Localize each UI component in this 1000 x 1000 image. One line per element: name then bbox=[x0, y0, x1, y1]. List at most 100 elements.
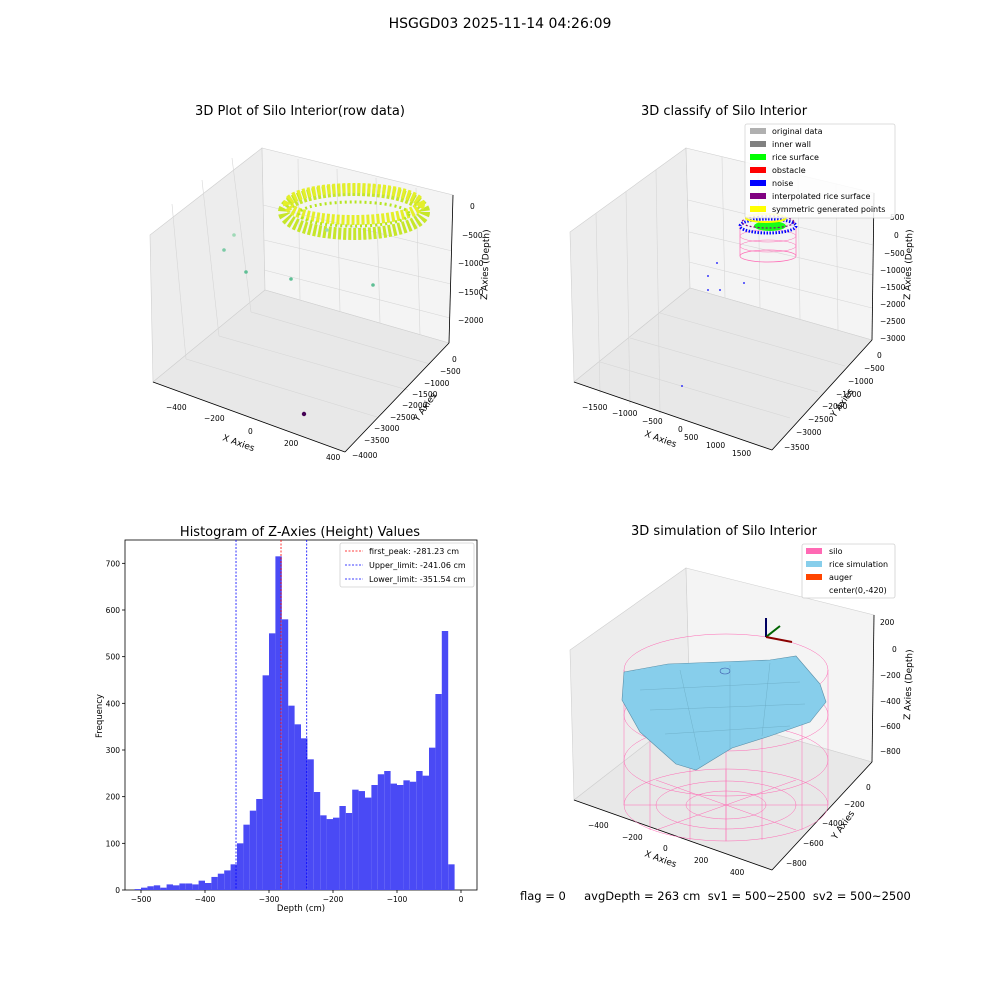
legend-swatch-original-data bbox=[750, 128, 766, 134]
legend-swatch-interpolated-rice-surface bbox=[750, 193, 766, 199]
histogram-bar bbox=[262, 675, 269, 890]
histogram-bar bbox=[237, 843, 244, 890]
plot1-ytick-1: −500 bbox=[440, 367, 461, 376]
histogram-xtick-label: −400 bbox=[195, 895, 216, 904]
plot4-auger-axes bbox=[765, 618, 793, 643]
histogram-bar bbox=[269, 633, 276, 890]
plot2-ytick-6: −3000 bbox=[796, 428, 822, 437]
histogram-xtick-label: −300 bbox=[259, 895, 280, 904]
histogram-xtick-label: −500 bbox=[131, 895, 152, 904]
plot1-xtick-3: 200 bbox=[284, 439, 299, 448]
plot2-x-ticks: −1500 −1000 −500 0 500 1000 1500 bbox=[582, 403, 751, 458]
plot1-xtick-2: 0 bbox=[248, 427, 253, 436]
plot2-xlabel: X Axies bbox=[643, 429, 678, 450]
histogram-xtick-label: 0 bbox=[459, 895, 464, 904]
plot1-z-ticks: 0 −500 −1000 −1500 −2000 bbox=[458, 202, 484, 325]
plot1-rice-points bbox=[278, 183, 430, 240]
legend-swatch-obstacle bbox=[750, 167, 766, 173]
histogram-ytick-label: 400 bbox=[106, 699, 121, 708]
plot4-title: 3D simulation of Silo Interior bbox=[631, 524, 817, 539]
histogram-ytick-label: 100 bbox=[106, 839, 121, 848]
plot2-ytick-2: −1000 bbox=[848, 377, 874, 386]
plot2-z-ticks: 500 0 −500 −1000 −1500 −2000 −2500 −3000 bbox=[880, 213, 906, 343]
plot4-zlabel: Z Axies (Depth) bbox=[903, 649, 915, 720]
plot2-ytick-5: −2500 bbox=[808, 415, 834, 424]
plot1-y-ticks: 0 −500 −1000 −1500 −2000 −2500 −3000 −35… bbox=[352, 355, 461, 460]
plot2-ytick-4: −2000 bbox=[822, 402, 848, 411]
legend-label-center: center(0,-420) bbox=[829, 586, 887, 595]
plot4-ztick-1: 0 bbox=[892, 645, 897, 654]
histogram-bar bbox=[147, 886, 154, 890]
plot1-x-ticks: −400 −200 0 200 400 bbox=[166, 403, 341, 462]
legend-swatch-rice-simulation bbox=[806, 561, 822, 567]
plot2-ytick-0: 0 bbox=[877, 351, 882, 360]
plot4-y-ticks: 0 −200 −400 −600 −800 bbox=[786, 783, 871, 868]
plot2-ztick-2: −500 bbox=[884, 249, 905, 258]
histogram-bar bbox=[390, 783, 397, 890]
histogram-ytick-label: 0 bbox=[115, 886, 120, 895]
histogram-xlabel: Depth (cm) bbox=[277, 904, 325, 914]
histogram-bar bbox=[441, 631, 449, 890]
plot4-x-ticks: −400 −200 0 200 400 bbox=[588, 821, 745, 877]
plot4-legend: silo rice simulation auger center(0,-420… bbox=[801, 543, 896, 599]
histogram-bar bbox=[365, 797, 372, 890]
plot2-legend: original data inner wall rice surface ob… bbox=[744, 123, 896, 219]
legend-swatch-rice-surface bbox=[750, 154, 766, 160]
plot4-xtick-0: −400 bbox=[588, 821, 609, 830]
plot4-z-ticks: 200 0 −200 −400 −600 −800 bbox=[880, 618, 901, 756]
plot2-ytick-7: −3500 bbox=[784, 443, 810, 452]
plot2-ztick-5: −2000 bbox=[880, 300, 906, 309]
histogram-bar bbox=[384, 771, 391, 890]
plot1-ztick-2: −1000 bbox=[458, 259, 484, 268]
histogram-bar bbox=[141, 887, 148, 890]
plot2-ztick-4: −1500 bbox=[880, 283, 906, 292]
plot1-ytick-4: −2000 bbox=[402, 401, 428, 410]
legend-label-interpolated-rice-surface: interpolated rice surface bbox=[772, 192, 870, 201]
histogram-bar bbox=[185, 883, 193, 890]
plot4-ytick-2: −400 bbox=[822, 819, 843, 828]
plot1-ytick-5: −2500 bbox=[390, 413, 416, 422]
histogram-bar bbox=[352, 789, 359, 890]
histogram-bar bbox=[313, 792, 321, 890]
plot2-xtick-4: 500 bbox=[684, 433, 699, 442]
legend-label-inner-wall: inner wall bbox=[772, 140, 811, 149]
histogram-x-ticks: −500 −400 −300 −200 −100 0 bbox=[131, 890, 464, 904]
histogram-bar bbox=[358, 791, 365, 890]
histogram-bar bbox=[281, 619, 289, 890]
legend-swatch-noise bbox=[750, 180, 766, 186]
plot1-ztick-4: −2000 bbox=[458, 316, 484, 325]
plot1-xtick-0: −400 bbox=[166, 403, 187, 412]
legend-label-upper-limit: Upper_limit: -241.06 cm bbox=[369, 561, 466, 570]
histogram-bar bbox=[448, 864, 455, 890]
plot4-ztick-3: −400 bbox=[880, 697, 901, 706]
histogram-ytick-label: 500 bbox=[106, 653, 121, 662]
histogram-bar bbox=[333, 817, 340, 890]
plot2-xtick-3: 0 bbox=[678, 425, 683, 434]
histogram-bars bbox=[134, 556, 455, 890]
legend-label-original-data: original data bbox=[772, 127, 823, 136]
plot1-ytick-0: 0 bbox=[452, 355, 457, 364]
histogram-bar bbox=[275, 556, 282, 890]
legend-swatch-silo bbox=[806, 548, 822, 554]
histogram-bar bbox=[409, 781, 417, 890]
plot4-xtick-1: −200 bbox=[622, 833, 643, 842]
histogram-bar bbox=[345, 813, 353, 890]
histogram-bar bbox=[198, 880, 205, 890]
plot2-y-ticks: 0 −500 −1000 −1500 −2000 −2500 −3000 −35… bbox=[784, 351, 885, 452]
plot1-ytick-8: −4000 bbox=[352, 451, 378, 460]
plot4-ytick-4: −800 bbox=[786, 859, 807, 868]
histogram-ytick-label: 200 bbox=[106, 793, 121, 802]
histogram-bar bbox=[403, 780, 410, 890]
histogram-bar bbox=[377, 774, 385, 890]
legend-label-first-peak: first_peak: -281.23 cm bbox=[369, 547, 459, 556]
histogram-bar bbox=[166, 884, 173, 890]
plot2-grid bbox=[595, 156, 874, 419]
histogram-bar bbox=[422, 775, 429, 890]
plot2-ytick-1: −500 bbox=[864, 364, 885, 373]
plot2-xtick-0: −1500 bbox=[582, 403, 608, 412]
plot2-ztick-7: −3000 bbox=[880, 334, 906, 343]
legend-swatch-inner-wall bbox=[750, 141, 766, 147]
histogram-bar bbox=[371, 785, 378, 890]
histogram-bar bbox=[256, 799, 263, 890]
histogram-bar bbox=[320, 815, 327, 890]
